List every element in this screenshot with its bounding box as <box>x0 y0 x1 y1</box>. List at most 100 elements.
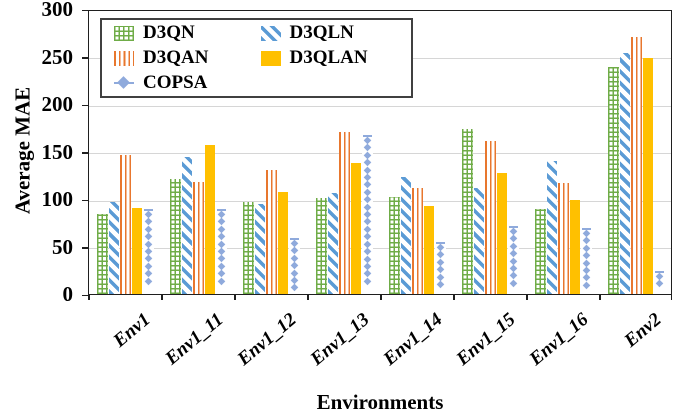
x-tick-mark <box>453 295 455 300</box>
copsa-bar-cap <box>363 135 372 137</box>
bar-d3qlan-env1_13 <box>350 163 362 294</box>
legend-label: D3QLN <box>289 22 354 43</box>
x-tick-mark <box>88 295 90 300</box>
bar-d3qn-env1_12 <box>243 202 254 294</box>
gridline <box>89 200 671 202</box>
legend-swatch-diamonds-icon <box>114 75 134 91</box>
copsa-diamond-stack: ◆ ◆ ◆ ◆ ◆ ◆ ◆ <box>290 238 299 294</box>
bar-d3qn-env1_16 <box>535 209 546 294</box>
bar-copsa-env2: ◆ ◆ <box>654 270 665 294</box>
bar-d3qn-env1_13 <box>316 198 327 294</box>
bar-d3qlan-env1_14 <box>423 206 435 294</box>
bar-d3qln-env2 <box>619 53 631 294</box>
bar-d3qn-env1 <box>97 214 108 294</box>
gridline <box>89 153 671 154</box>
copsa-diamond-stack: ◆ ◆ ◆ ◆ ◆ ◆ <box>436 242 445 291</box>
bar-d3qan-env2 <box>631 37 642 294</box>
bar-d3qln-env1 <box>108 202 120 294</box>
legend-swatch-crosshatch-icon <box>114 25 134 41</box>
copsa-bar-cap <box>217 209 226 211</box>
bar-d3qan-env1_11 <box>193 182 204 294</box>
copsa-bar-cap <box>582 228 591 230</box>
copsa-diamond-stack: ◆ ◆ ◆ ◆ ◆ ◆ ◆ ◆ ◆ ◆ ◆ ◆ ◆ ◆ ◆ ◆ ◆ ◆ ◆ ◆ <box>363 135 372 287</box>
legend-item-d3qlan: D3QLAN <box>260 46 408 70</box>
bar-d3qan-env1_13 <box>339 132 350 294</box>
x-tick-mark <box>234 295 236 300</box>
x-tick-mark <box>599 295 601 300</box>
copsa-bar-cap <box>290 238 299 240</box>
y-tick-label: 200 <box>41 92 74 116</box>
chart-legend: D3QN D3QLN D3QAN D3QLAN COPSA <box>100 18 413 98</box>
y-tick-label: 0 <box>62 282 74 306</box>
y-tick-mark <box>82 152 88 154</box>
bar-d3qlan-env1_15 <box>496 173 508 294</box>
bar-d3qln-env1_11 <box>181 157 193 294</box>
bar-d3qan-env1_12 <box>266 170 277 294</box>
bar-d3qln-env1_13 <box>327 193 339 294</box>
bar-d3qn-env2 <box>608 67 619 294</box>
copsa-diamond-stack: ◆ ◆ ◆ ◆ ◆ ◆ ◆ ◆ <box>509 226 518 289</box>
copsa-diamond-marker <box>117 75 130 89</box>
bar-d3qln-env1_16 <box>546 161 558 294</box>
bar-d3qan-env1_14 <box>412 188 423 294</box>
copsa-bar-cap <box>436 242 445 244</box>
bar-d3qlan-env1_12 <box>277 192 289 294</box>
legend-label: D3QLAN <box>289 47 368 68</box>
x-tick-mark <box>161 295 163 300</box>
bar-d3qln-env1_14 <box>400 177 412 294</box>
x-axis-title: Environments <box>316 390 444 414</box>
bar-d3qlan-env1_16 <box>569 200 581 294</box>
x-tick-mark <box>670 295 672 300</box>
y-tick-mark <box>82 104 88 106</box>
y-tick-label: 100 <box>41 187 74 211</box>
y-tick-mark <box>82 247 88 249</box>
y-tick-mark <box>82 199 88 201</box>
y-tick-mark <box>82 57 88 59</box>
bar-copsa-env1_13: ◆ ◆ ◆ ◆ ◆ ◆ ◆ ◆ ◆ ◆ ◆ ◆ ◆ ◆ ◆ ◆ ◆ ◆ ◆ ◆ <box>362 134 373 294</box>
y-tick-label: 50 <box>52 234 73 259</box>
y-tick-label: 250 <box>41 44 74 69</box>
y-tick-label: 300 <box>41 0 74 21</box>
copsa-diamond-stack: ◆ ◆ ◆ ◆ ◆ ◆ ◆ ◆ ◆ ◆ <box>144 209 153 287</box>
bar-d3qan-env1_15 <box>485 141 496 294</box>
bar-d3qln-env1_12 <box>254 204 266 294</box>
bar-copsa-env1_12: ◆ ◆ ◆ ◆ ◆ ◆ ◆ <box>289 237 300 294</box>
legend-item-d3qn: D3QN <box>114 21 261 45</box>
gridline <box>89 105 671 107</box>
y-tick-mark <box>82 9 88 11</box>
bar-d3qn-env1_11 <box>170 179 181 294</box>
copsa-bar-cap <box>509 226 518 228</box>
legend-label: D3QN <box>143 22 195 43</box>
bar-copsa-env1_15: ◆ ◆ ◆ ◆ ◆ ◆ ◆ ◆ <box>508 225 519 294</box>
legend-swatch-diag-icon <box>260 25 281 41</box>
y-tick-mark <box>82 294 88 296</box>
x-tick-mark <box>307 295 309 300</box>
bar-d3qln-env1_15 <box>473 188 485 294</box>
bar-copsa-env1: ◆ ◆ ◆ ◆ ◆ ◆ ◆ ◆ ◆ ◆ <box>143 208 154 294</box>
bar-copsa-env1_11: ◆ ◆ ◆ ◆ ◆ ◆ ◆ ◆ ◆ ◆ <box>216 208 227 294</box>
bar-d3qlan-env2 <box>642 58 654 294</box>
legend-item-d3qln: D3QLN <box>260 21 408 45</box>
legend-swatch-solid-icon <box>260 50 281 66</box>
legend-item-copsa: COPSA <box>114 71 261 95</box>
bar-d3qn-env1_15 <box>462 129 473 294</box>
copsa-diamond-stack: ◆ ◆ ◆ ◆ ◆ ◆ ◆ ◆ ◆ ◆ <box>217 209 226 287</box>
bar-copsa-env1_16: ◆ ◆ ◆ ◆ ◆ ◆ ◆ ◆ <box>581 227 592 294</box>
legend-label: COPSA <box>143 72 208 93</box>
bar-copsa-env1_14: ◆ ◆ ◆ ◆ ◆ ◆ <box>435 241 446 294</box>
legend-item-d3qan: D3QAN <box>114 46 261 70</box>
copsa-bar-cap <box>144 209 153 211</box>
bar-d3qlan-env1_11 <box>204 145 216 294</box>
bar-d3qlan-env1 <box>131 208 143 294</box>
x-tick-mark <box>380 295 382 300</box>
legend-swatch-vlines-icon <box>114 50 134 66</box>
y-tick-label: 150 <box>41 139 74 164</box>
legend-label: D3QAN <box>143 47 209 68</box>
bar-d3qan-env1 <box>120 155 131 294</box>
gridline <box>89 248 671 249</box>
x-tick-mark <box>526 295 528 300</box>
copsa-bar-cap <box>655 271 664 273</box>
copsa-diamond-stack: ◆ ◆ ◆ ◆ ◆ ◆ ◆ ◆ <box>582 228 591 291</box>
bar-d3qn-env1_14 <box>389 197 400 294</box>
